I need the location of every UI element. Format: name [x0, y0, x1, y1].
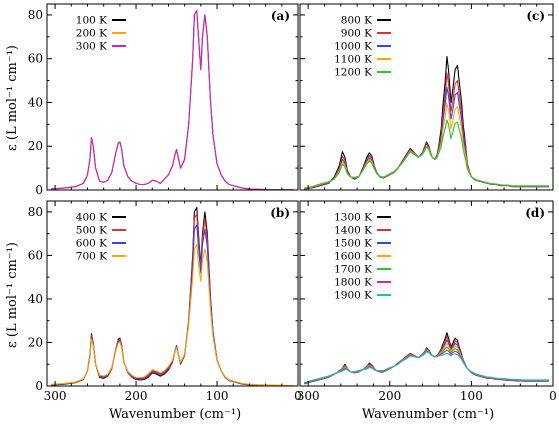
legend-label: 1500 K	[334, 238, 372, 250]
y-tick-label: 60	[28, 248, 43, 262]
plot-frame	[46, 200, 299, 387]
y-tick-label: 80	[28, 8, 43, 22]
legend-label: 1200 K	[334, 67, 372, 79]
y-tick-label: 40	[28, 292, 43, 306]
x-tick-label: 300	[44, 389, 67, 403]
x-tick-label: 100	[206, 389, 229, 403]
legend-label: 400 K	[76, 212, 107, 224]
x-tick-label: 0	[294, 389, 302, 403]
series-line-1800-k	[303, 349, 549, 384]
series-line-700-k	[50, 243, 294, 386]
legend-label: 200 K	[76, 28, 107, 40]
x-tick-label: 300	[297, 389, 320, 403]
legend-label: 300 K	[76, 41, 107, 53]
plot-frame	[299, 200, 554, 387]
legend-label: 500 K	[76, 225, 107, 237]
x-axis-label-right: Wavenumber (cm⁻¹)	[362, 407, 494, 422]
legend-label: 1400 K	[334, 225, 372, 237]
y-tick-label: 80	[28, 205, 43, 219]
legend-label: 1700 K	[334, 264, 372, 276]
x-tick-label: 200	[378, 389, 401, 403]
y-tick-label: 40	[28, 95, 43, 109]
x-axis-label-left: Wavenumber (cm⁻¹)	[109, 407, 241, 422]
series-line-1100-k	[304, 103, 549, 189]
y-tick-label: 0	[35, 379, 43, 393]
y-tick-label: 20	[28, 139, 43, 153]
panel-tag: (c)	[526, 9, 545, 23]
y-tick-label: 20	[28, 335, 43, 349]
legend-label: 1600 K	[334, 251, 372, 263]
series-line-900-k	[304, 72, 549, 190]
legend-label: 100 K	[76, 15, 107, 27]
legend-label: 1900 K	[334, 290, 372, 302]
legend-label: 1000 K	[334, 41, 372, 53]
y-tick-label: 60	[28, 52, 43, 66]
series-line-1000-k	[304, 86, 549, 190]
x-tick-label: 0	[549, 389, 557, 403]
series-line-300-k	[50, 10, 294, 190]
panel-tag: (d)	[525, 206, 545, 220]
legend-label: 1800 K	[334, 277, 372, 289]
panel-tag: (b)	[270, 206, 290, 220]
panel-tag: (a)	[271, 9, 290, 23]
y-axis-label-bottom: ε (L mol⁻¹ cm⁻¹)	[5, 242, 20, 348]
plot-frame	[299, 3, 554, 191]
legend-label: 800 K	[341, 15, 372, 27]
legend-label: 700 K	[76, 251, 107, 263]
y-axis-label-top: ε (L mol⁻¹ cm⁻¹)	[5, 45, 20, 151]
legend-label: 1300 K	[334, 212, 372, 224]
series-line-1500-k	[303, 339, 549, 384]
legend-label: 600 K	[76, 238, 107, 250]
legend-label: 900 K	[341, 28, 372, 40]
series-line-1400-k	[303, 335, 549, 385]
series-line-1200-k	[303, 119, 549, 189]
y-tick-label: 0	[35, 183, 43, 197]
series-line-1300-k	[303, 332, 549, 385]
x-tick-label: 200	[125, 389, 148, 403]
series-line-1900-k	[303, 351, 549, 384]
x-tick-label: 100	[460, 389, 483, 403]
plot-frame	[46, 3, 299, 191]
legend-label: 1100 K	[334, 54, 372, 66]
